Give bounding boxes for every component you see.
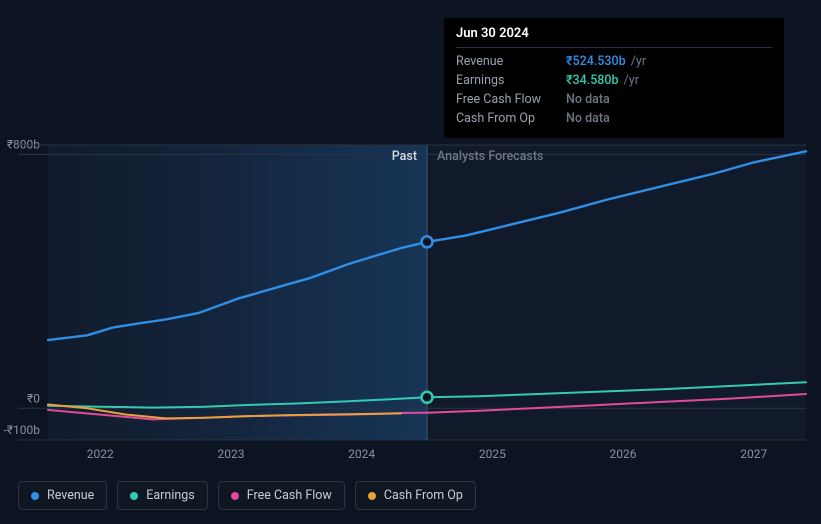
legend-label: Revenue	[47, 488, 94, 503]
tooltip-metric-value: ₹34.580b /yr	[566, 73, 639, 88]
legend-item-revenue[interactable]: Revenue	[18, 481, 107, 510]
tooltip-row: Cash From OpNo data	[456, 109, 772, 128]
marker-earnings	[422, 392, 433, 403]
chart-tooltip: Jun 30 2024 Revenue₹524.530b /yrEarnings…	[444, 18, 784, 138]
tooltip-metric-value: No data	[566, 92, 610, 107]
y-axis-tick-label: -₹100b	[4, 423, 41, 437]
tooltip-metric-label: Cash From Op	[456, 111, 566, 126]
tooltip-metric-label: Earnings	[456, 73, 566, 88]
past-label: Past	[392, 149, 417, 164]
forecast-label: Analysts Forecasts	[437, 149, 543, 164]
tooltip-row: Revenue₹524.530b /yr	[456, 52, 772, 71]
y-axis-tick-label: ₹0	[27, 391, 40, 405]
x-axis-tick-label: 2026	[610, 447, 637, 461]
x-axis-tick-label: 2022	[87, 447, 114, 461]
legend-label: Earnings	[146, 488, 194, 503]
legend-item-fcf[interactable]: Free Cash Flow	[218, 481, 345, 510]
x-axis-tick-label: 2023	[217, 447, 244, 461]
legend-item-cfo[interactable]: Cash From Op	[355, 481, 476, 510]
legend-dot-icon	[368, 492, 376, 500]
tooltip-metric-label: Revenue	[456, 54, 566, 69]
tooltip-metric-label: Free Cash Flow	[456, 92, 566, 107]
tooltip-metric-value: No data	[566, 111, 610, 126]
tooltip-row: Free Cash FlowNo data	[456, 90, 772, 109]
marker-revenue	[422, 236, 433, 247]
legend-dot-icon	[130, 492, 138, 500]
x-axis-tick-label: 2025	[479, 447, 506, 461]
legend-label: Cash From Op	[384, 488, 463, 503]
tooltip-date: Jun 30 2024	[456, 26, 772, 48]
x-axis-tick-label: 2027	[740, 447, 767, 461]
legend-dot-icon	[231, 492, 239, 500]
legend-item-earnings[interactable]: Earnings	[117, 481, 207, 510]
tooltip-metric-value: ₹524.530b /yr	[566, 54, 646, 69]
legend-label: Free Cash Flow	[247, 488, 332, 503]
legend-dot-icon	[31, 492, 39, 500]
chart-legend: Revenue Earnings Free Cash Flow Cash From O…	[18, 481, 476, 510]
tooltip-row: Earnings₹34.580b /yr	[456, 71, 772, 90]
x-axis-tick-label: 2024	[348, 447, 375, 461]
